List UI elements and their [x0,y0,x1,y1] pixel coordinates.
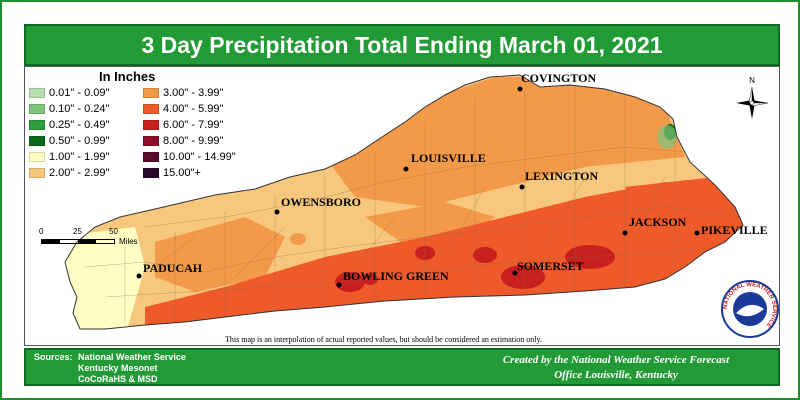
legend-item: 0.10" - 0.24" [29,103,109,119]
precip-shading [65,75,743,329]
scale-tick: 0 [39,227,44,236]
legend-item: 10.00" - 14.99" [143,151,236,167]
map-panel: In Inches 0.01" - 0.09" 0.10" - 0.24" 0.… [24,66,780,346]
legend-swatch [143,168,159,179]
city-label-paducah: PADUCAH [143,261,203,275]
nws-logo-icon: NATIONAL WEATHER SERVICE [721,280,779,338]
scale-bar: 0 25 50 Miles [37,227,167,257]
legend-label: 2.00" - 2.99" [49,167,110,179]
scale-tick: 25 [73,227,82,236]
legend-swatch [29,136,45,147]
legend-title: In Inches [99,69,156,84]
legend-label: 4.00" - 5.99" [163,103,224,115]
legend-item: 0.25" - 0.49" [29,119,109,135]
city-label-jackson: JACKSON [629,215,687,229]
city-label-pikeville: PIKEVILLE [701,223,768,237]
legend-item: 1.00" - 1.99" [29,151,109,167]
credit-text: Created by the National Weather Service … [466,353,766,383]
scale-unit: Miles [119,237,138,246]
state-outline [64,74,744,330]
legend-label: 1.00" - 1.99" [49,151,110,163]
source-item: National Weather Service [78,352,186,362]
legend-swatch [29,104,45,115]
legend-item: 4.00" - 5.99" [143,103,223,119]
scale-tick: 50 [109,227,118,236]
county-lines [84,82,743,322]
legend-swatch [143,152,159,163]
source-item: Kentucky Mesonet [78,363,158,373]
legend-label: 10.00" - 14.99" [163,151,236,163]
disclaimer-text: This map is an interpolation of actual r… [225,335,542,344]
source-item: CoCoRaHS & MSD [78,374,158,384]
legend-item: 0.01" - 0.09" [29,87,109,103]
footer-bar: Sources: National Weather Service Kentuc… [24,348,780,386]
sources-label: Sources: [34,352,73,362]
city-label-bowling-green: BOWLING GREEN [343,269,449,283]
legend-item: 3.00" - 3.99" [143,87,223,103]
compass-north-label: N [749,76,755,85]
legend-swatch [143,104,159,115]
legend-label: 3.00" - 3.99" [163,87,224,99]
city-label-lexington: LEXINGTON [525,169,599,183]
legend-label: 0.50" - 0.99" [49,135,110,147]
legend-label: 15.00"+ [163,167,201,179]
legend-swatch [29,88,45,99]
credit-line: Office Louisville, Kentucky [554,369,678,381]
legend-item: 8.00" - 9.99" [143,135,223,151]
legend-label: 6.00" - 7.99" [163,119,224,131]
scale-bar-graphic [41,239,115,244]
legend-label: 0.01" - 0.09" [49,87,110,99]
legend-swatch [29,168,45,179]
legend-item: 2.00" - 2.99" [29,167,109,183]
legend-swatch [29,120,45,131]
compass-rose-icon: N [736,76,769,119]
legend-swatch [143,88,159,99]
legend-swatch [143,136,159,147]
legend-swatch [143,120,159,131]
city-label-covington: COVINGTON [521,71,597,85]
credit-line: Created by the National Weather Service … [502,354,730,366]
city-label-owensboro: OWENSBORO [281,195,362,209]
legend-swatch [29,152,45,163]
legend-label: 0.10" - 0.24" [49,103,110,115]
kentucky-precip-map [64,74,744,330]
legend-item: 15.00"+ [143,167,201,183]
legend-label: 8.00" - 9.99" [163,135,224,147]
city-markers [136,86,700,288]
legend-item: 0.50" - 0.99" [29,135,109,151]
legend-item: 6.00" - 7.99" [143,119,223,135]
map-title: 3 Day Precipitation Total Ending March 0… [24,24,780,66]
legend-label: 0.25" - 0.49" [49,119,110,131]
city-label-louisville: LOUISVILLE [411,151,486,165]
city-label-somerset: SOMERSET [517,259,584,273]
